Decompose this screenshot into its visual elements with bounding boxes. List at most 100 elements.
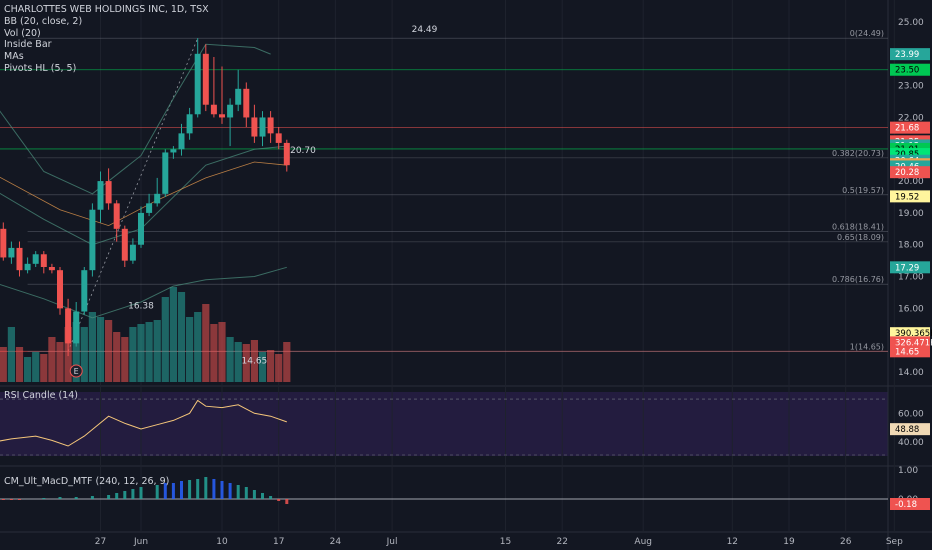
candle-body — [16, 247, 23, 271]
pivot-label: 14.65 — [242, 356, 268, 366]
time-tick: Aug — [634, 537, 652, 547]
pivot-label: 16.38 — [128, 301, 154, 311]
candle-body — [0, 228, 7, 258]
volume-bar — [283, 342, 291, 382]
macd-histogram-bar — [244, 487, 248, 499]
volume-bar — [40, 354, 48, 382]
candle-body — [8, 247, 15, 258]
indicator-bb[interactable]: BB (20, close, 2) — [4, 15, 83, 27]
rsi-line — [0, 399, 287, 447]
candle-body — [210, 104, 217, 115]
price-tick: 25.00 — [898, 18, 924, 28]
candle-body — [259, 117, 266, 137]
symbol-title[interactable]: CHARLOTTES WEB HOLDINGS INC, 1D, TSX — [4, 4, 209, 15]
volume-bar — [145, 322, 153, 382]
candle-body — [105, 181, 112, 204]
price-tick: 22.00 — [898, 113, 924, 123]
volume-bar — [72, 322, 80, 382]
volume-bar — [24, 357, 32, 382]
macd-histogram-bar — [220, 481, 224, 499]
macd-pane-title[interactable]: CM_Ult_MacD_MTF (240, 12, 26, 9) — [4, 476, 170, 487]
price-badge[interactable] — [890, 190, 930, 203]
pivot-label: 20.70 — [290, 146, 316, 156]
volume-bar — [113, 332, 121, 382]
rsi-value-badge[interactable] — [890, 423, 930, 436]
candle-body — [32, 254, 39, 264]
bb-lower — [0, 266, 287, 319]
time-tick: 17 — [273, 537, 284, 547]
rsi-pane-title[interactable]: RSI Candle (14) — [4, 390, 78, 401]
bb-upper — [0, 43, 271, 195]
price-badge[interactable] — [890, 345, 930, 358]
price-badge[interactable] — [890, 327, 930, 340]
candle-body — [162, 152, 169, 194]
macd-value-badge[interactable] — [890, 498, 930, 510]
indicator-pivots[interactable]: Pivots HL (5, 5) — [4, 62, 77, 74]
candle-body — [146, 203, 153, 213]
price-legend: CHARLOTTES WEB HOLDINGS INC, 1D, TSX BB … — [4, 4, 209, 75]
candle-body — [251, 117, 258, 137]
indicator-mas[interactable]: MAs — [4, 51, 24, 63]
volume-bar — [267, 350, 275, 382]
candle-body — [202, 53, 209, 105]
macd-value-label: -0.18 — [895, 500, 917, 510]
candle-body — [73, 311, 80, 344]
volume-bar — [177, 292, 186, 382]
earnings-icon[interactable] — [69, 364, 83, 378]
volume-bar — [0, 347, 7, 382]
candle-body — [48, 267, 55, 271]
candle-body — [113, 203, 120, 229]
fib-level-label: 1(14.65) — [850, 342, 884, 351]
fib-level-label: 0.618(18.41) — [832, 223, 884, 232]
volume-bar — [226, 337, 234, 382]
price-badge[interactable] — [890, 63, 930, 76]
fib-level-label: 0.65(18.09) — [837, 233, 884, 242]
volume-bar — [15, 347, 24, 382]
rsi-tick: 40.00 — [898, 438, 924, 448]
candle-body — [81, 270, 88, 312]
time-tick: 27 — [95, 537, 106, 547]
price-badge-label: 20.28 — [895, 168, 919, 178]
price-badge[interactable] — [890, 48, 930, 61]
indicator-volume[interactable]: Vol (20) — [4, 27, 41, 39]
macd-histogram-bar — [236, 485, 240, 499]
volume-bar — [32, 352, 40, 382]
candle-body — [283, 142, 290, 166]
macd-histogram-bar — [212, 479, 216, 499]
price-tick: 20.00 — [898, 177, 924, 187]
candle-body — [275, 133, 282, 143]
price-badge-label: 19.52 — [895, 192, 919, 202]
candle-body — [154, 193, 161, 204]
volume-bar — [80, 327, 88, 382]
macd-histogram-bar — [107, 495, 111, 499]
price-badge-label: 326.471K — [895, 338, 932, 348]
macd-histogram-bar — [285, 499, 289, 504]
candle-body — [194, 53, 201, 115]
time-tick: 24 — [330, 537, 342, 547]
candle-body — [97, 181, 104, 210]
macd-histogram-bar — [58, 497, 62, 499]
price-badge[interactable] — [890, 261, 930, 274]
indicator-inside-bar[interactable]: Inside Bar — [4, 39, 52, 51]
price-badge[interactable] — [890, 121, 930, 134]
volume-bar — [275, 354, 283, 382]
macd-histogram-bar — [131, 489, 135, 499]
macd-histogram-bar — [204, 477, 208, 499]
candle-body — [178, 133, 185, 150]
candle-body — [129, 244, 136, 261]
candle-body — [170, 149, 177, 153]
rsi-tick: 60.00 — [898, 409, 924, 419]
time-tick: Sep — [886, 537, 903, 547]
macd-histogram-bar — [9, 499, 13, 500]
macd-histogram-bar — [180, 481, 183, 499]
macd-histogram-bar — [188, 480, 192, 499]
pivot-label: 24.49 — [412, 25, 438, 35]
macd-histogram-bar — [74, 497, 78, 499]
rsi-band — [0, 392, 888, 456]
macd-histogram-bar — [123, 491, 127, 499]
macd-histogram-bar — [90, 496, 94, 499]
price-badge[interactable] — [890, 166, 930, 179]
fib-level-label: 0.5(19.57) — [842, 186, 884, 195]
